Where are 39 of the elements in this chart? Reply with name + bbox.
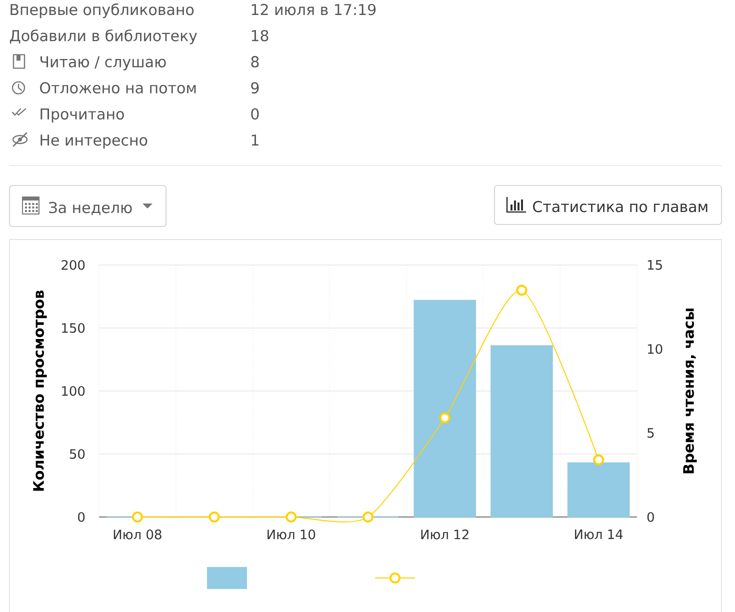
y2-axis-title: Время чтения, часы [683, 308, 697, 474]
text: Статистика по главам [533, 200, 708, 212]
y-axis-title: Количество просмотров [33, 290, 47, 491]
y2-tick-label: 0 [647, 512, 654, 522]
point [208, 511, 220, 522]
text: За неделю [49, 202, 132, 216]
bar [567, 462, 630, 518]
text: 18 [252, 30, 268, 42]
text: 1 [252, 134, 258, 146]
point [286, 511, 297, 522]
y2-tick-label: 5 [648, 428, 654, 438]
point [132, 511, 143, 522]
text: Прочитано [40, 108, 124, 123]
y-tick-label: 100 [62, 386, 85, 396]
x-tick-label: Июл 10 [268, 530, 316, 540]
text: 8 [251, 56, 259, 68]
point [439, 412, 450, 424]
text: 9 [251, 82, 259, 94]
y-tick-label: 150 [62, 323, 85, 333]
bar [490, 345, 553, 518]
point [593, 454, 604, 466]
y-tick-label: 0 [78, 512, 85, 522]
text: 12 июля в 17:19 [252, 4, 376, 16]
y-tick-label: 50 [70, 449, 85, 459]
text: Читаю / слушаю [40, 56, 166, 70]
text: Впервые опубликовано [10, 3, 194, 18]
x-tick-label: Июл 12 [421, 530, 468, 540]
text: Не интересно [40, 134, 148, 149]
y-tick-label: 200 [62, 260, 85, 270]
x-tick-label: Июл 14 [575, 530, 623, 540]
text: Добавили в библиотеку [10, 29, 198, 44]
point [516, 284, 528, 296]
point [362, 511, 374, 522]
bar [414, 300, 476, 518]
text: 0 [251, 108, 259, 120]
y2-tick-label: 15 [648, 260, 662, 270]
text: Отложено на потом [40, 82, 196, 94]
y2-tick-label: 10 [648, 344, 662, 354]
x-tick-label: Июл 08 [114, 530, 162, 540]
